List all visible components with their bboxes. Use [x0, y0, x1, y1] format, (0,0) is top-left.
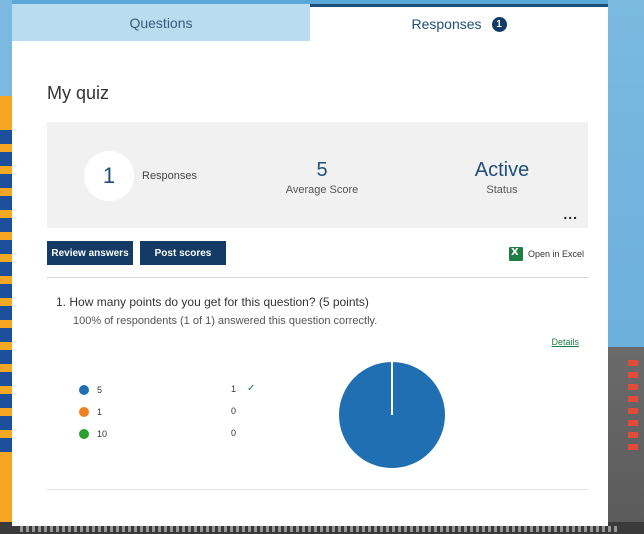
option-count: 0 [231, 406, 237, 416]
tab-questions[interactable]: Questions [12, 4, 310, 41]
legend-label: 1 [97, 407, 103, 417]
average-score-value: 5 [316, 159, 328, 181]
average-score-stat: 5 Average Score [277, 158, 367, 196]
answers-pie-chart [339, 362, 445, 468]
legend-item-5: 5 [79, 383, 102, 397]
background-tower [0, 130, 12, 460]
open-in-excel-label: Open in Excel [527, 249, 584, 259]
question-number: 1. [56, 295, 67, 309]
responses-count-badge: 1 [491, 16, 507, 32]
background-left [0, 0, 12, 534]
details-link[interactable]: Details [551, 337, 579, 347]
legend-label: 10 [97, 429, 108, 439]
background-right [608, 0, 644, 534]
divider [47, 489, 588, 490]
option-count: 0 [231, 428, 237, 438]
legend-item-1: 1 [79, 405, 102, 419]
tab-responses-label: Responses [411, 16, 482, 32]
more-dots-icon[interactable]: ... [563, 206, 578, 222]
legend-item-10: 10 [79, 427, 107, 441]
question-title: How many points do you get for this ques… [69, 295, 369, 309]
check-icon: ✓ [247, 383, 256, 394]
tab-questions-label: Questions [129, 14, 193, 31]
open-in-excel-link[interactable]: Open in Excel [508, 247, 584, 261]
legend-dot-green [79, 429, 89, 439]
post-scores-button[interactable]: Post scores [140, 241, 226, 265]
divider [47, 277, 588, 278]
summary-card: 1 Responses 5 Average Score Active Statu… [47, 122, 588, 228]
average-score-label: Average Score [285, 184, 359, 196]
responses-label: Responses [142, 170, 198, 182]
quiz-panel: Questions Responses 1 My quiz 1 Response… [12, 4, 608, 526]
status-stat: Active Status [457, 158, 547, 196]
option-count: 1 [231, 384, 237, 394]
legend-label: 5 [97, 385, 103, 395]
legend-dot-orange [79, 407, 89, 417]
responses-count-circle: 1 [84, 151, 134, 201]
review-answers-button[interactable]: Review answers [47, 241, 133, 265]
page-title: My quiz [47, 83, 110, 103]
status-label: Status [486, 184, 518, 196]
status-value: Active [474, 159, 530, 181]
tab-bar: Questions Responses 1 [12, 4, 608, 41]
background-windows [628, 360, 638, 450]
excel-icon [508, 247, 523, 261]
tab-responses[interactable]: Responses 1 [310, 4, 608, 41]
question-result: 100% of respondents (1 of 1) answered th… [73, 315, 378, 327]
question-text: 1. How many points do you get for this q… [56, 295, 369, 309]
background-stripes [20, 526, 620, 532]
legend-dot-blue [79, 385, 89, 395]
